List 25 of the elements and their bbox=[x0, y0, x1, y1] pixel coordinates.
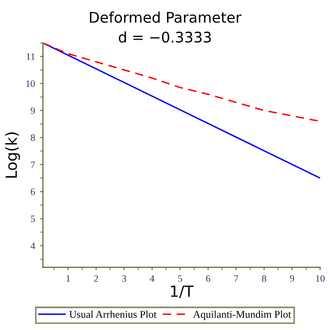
y-tick-label: 10 bbox=[26, 80, 35, 87]
y-tick-label: 6 bbox=[30, 188, 35, 196]
x-axis-title: 1/T bbox=[171, 286, 194, 298]
chart-subtitle: d = −0.3333 bbox=[118, 31, 211, 43]
y-tick-label: 7 bbox=[31, 162, 35, 168]
x-tick-label: 2 bbox=[94, 275, 98, 282]
x-tick-label: 7 bbox=[234, 275, 238, 282]
line-series bbox=[42, 42, 320, 122]
x-tick-label: 4 bbox=[150, 275, 154, 282]
x-tick-label: 1 bbox=[66, 275, 70, 282]
x-tick-label: 6 bbox=[206, 275, 210, 282]
x-tick-label: 5 bbox=[178, 275, 182, 282]
legend-label: Usual Arrhenius Plot bbox=[69, 310, 156, 318]
chart-title: Deformed Parameter bbox=[90, 12, 242, 23]
legend-label: Aquilanti-Mundim Plot bbox=[193, 310, 292, 320]
x-tick-label: 3 bbox=[122, 275, 126, 282]
x-tick-label: 10 bbox=[316, 275, 325, 282]
y-tick-label: 9 bbox=[30, 107, 35, 114]
y-tick-label: 4 bbox=[30, 242, 36, 250]
y-tick-label: 5 bbox=[30, 216, 35, 222]
x-tick-label: 8 bbox=[262, 275, 266, 282]
y-axis-title: Log(k) bbox=[5, 132, 20, 178]
x-tick-label: 9 bbox=[290, 275, 294, 282]
y-tick-label: 11 bbox=[26, 53, 35, 60]
y-tick-label: 8 bbox=[30, 134, 35, 141]
